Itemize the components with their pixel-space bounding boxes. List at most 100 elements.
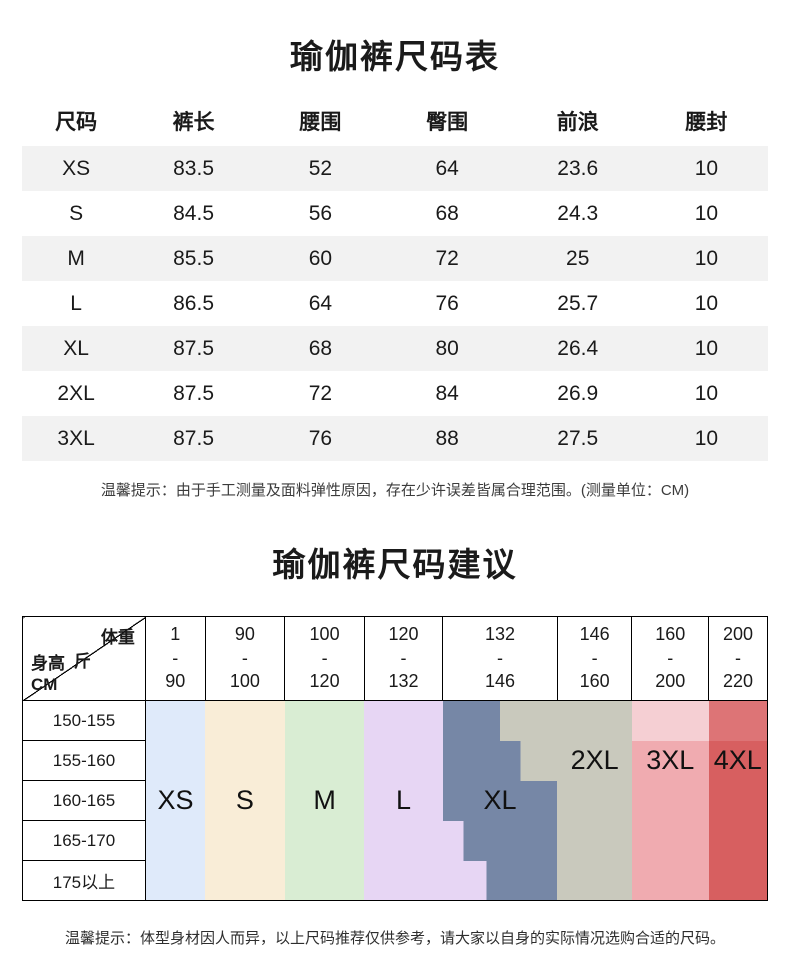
cell-length: 87.5 (173, 426, 214, 450)
cell-rise: 25 (566, 246, 590, 270)
zone-cell-s (205, 700, 285, 741)
weight-from: 160 (655, 624, 686, 645)
corner-height-unit-label: CM (31, 675, 58, 694)
zone-cell-l-xl-step (442, 860, 558, 901)
weight-range-header-5: 132 - 146 (442, 616, 558, 701)
zone-cell-2xl (557, 780, 632, 821)
zone-cell-m (284, 860, 365, 901)
cell-waist: 64 (308, 291, 333, 315)
zone-cell-l-xl-step (442, 820, 558, 861)
table-row-m: M 85.5 60 72 25 10 (22, 236, 768, 281)
range-separator: - (497, 647, 503, 668)
cell-size: 3XL (57, 426, 95, 450)
range-separator: - (667, 647, 674, 668)
weight-to: 90 (165, 671, 186, 692)
weight-from: 132 (484, 624, 516, 645)
cell-band: 10 (694, 336, 719, 360)
zone-cell-4xl (708, 780, 768, 821)
reco-row-175plus: 175以上 (22, 860, 768, 901)
weight-to: 200 (655, 671, 686, 692)
cell-waist: 76 (308, 426, 333, 450)
zone-cell-4xl (708, 820, 768, 861)
cell-size: M (67, 246, 85, 270)
zone-label-4xl: 4XL (708, 740, 768, 781)
weight-from: 1 (170, 624, 181, 645)
zone-cell-l (364, 860, 443, 901)
recommendation-tip: 温馨提示：体型身材因人而异，以上尺码推荐仅供参考，请大家以自身的实际情况选购合适… (64, 930, 725, 947)
zone-cell-s (205, 740, 285, 781)
size-table-header-row: 尺码 裤长 腰围 臀围 前浪 腰封 (22, 96, 768, 146)
cell-size: L (70, 291, 82, 315)
zone-cell-xs (145, 700, 206, 741)
reco-row-165-170: 165-170 (22, 820, 768, 861)
cell-size: XL (63, 336, 89, 360)
col-header-size: 尺码 (55, 111, 98, 134)
cell-hip: 68 (435, 201, 459, 225)
range-separator: - (735, 647, 742, 668)
cell-length: 87.5 (173, 336, 214, 360)
cell-hip: 64 (435, 156, 459, 180)
zone-label-m: M (284, 780, 365, 821)
cell-rise: 26.9 (557, 381, 599, 405)
size-table: 尺码 裤长 腰围 臀围 前浪 腰封 XS 83.5 52 64 23.6 10 … (22, 96, 768, 461)
zone-cell-2xl (557, 820, 632, 861)
weight-from: 200 (723, 624, 754, 645)
cell-waist: 60 (308, 246, 333, 270)
zone-label-3xl: 3XL (631, 740, 709, 781)
range-separator: - (172, 647, 179, 668)
cell-rise: 24.3 (557, 201, 599, 225)
height-range-label: 165-170 (22, 820, 146, 861)
zone-cell-l (364, 820, 443, 861)
reco-table-title: 瑜伽裤尺码建议 (272, 546, 518, 583)
weight-to: 132 (388, 671, 419, 692)
cell-band: 10 (694, 426, 719, 450)
table-row-2xl: 2XL 87.5 72 84 26.9 10 (22, 371, 768, 416)
weight-to: 220 (723, 671, 754, 692)
reco-row-155-160: 155-160 2XL 3XL 4XL (22, 740, 768, 781)
cell-length: 83.5 (173, 156, 214, 180)
weight-range-header-3: 100 - 120 (284, 616, 365, 701)
zone-cell-xs (145, 740, 206, 781)
measurement-tip: 温馨提示：由于手工测量及面料弹性原因，存在少许误差皆属合理范围。(测量单位：CM… (100, 482, 690, 499)
zone-cell-m (284, 820, 365, 861)
cell-rise: 27.5 (557, 426, 599, 450)
zone-cell-3xl (631, 700, 709, 741)
zone-cell-2xl (557, 860, 632, 901)
height-range-label: 175以上 (22, 860, 146, 901)
cell-band: 10 (694, 201, 719, 225)
cell-band: 10 (694, 381, 719, 405)
cell-rise: 23.6 (557, 156, 599, 180)
zone-cell-3xl (631, 780, 709, 821)
zone-cell-3xl (631, 820, 709, 861)
range-separator: - (400, 647, 407, 668)
zone-cell-xs (145, 860, 206, 901)
weight-from: 120 (388, 624, 419, 645)
height-range-label: 160-165 (22, 780, 146, 821)
corner-weight-label: 体重 (100, 628, 135, 647)
weight-from: 100 (309, 624, 340, 645)
table-row-s: S 84.5 56 68 24.3 10 (22, 191, 768, 236)
cell-length: 85.5 (173, 246, 214, 270)
weight-to: 100 (229, 671, 260, 692)
cell-band: 10 (694, 291, 719, 315)
table-row-xl: XL 87.5 68 80 26.4 10 (22, 326, 768, 371)
cell-length: 87.5 (173, 381, 214, 405)
weight-range-header-4: 120 - 132 (363, 616, 444, 701)
table-row-3xl: 3XL 87.5 76 88 27.5 10 (22, 416, 768, 461)
cell-band: 10 (694, 156, 719, 180)
corner-diagonal-cell: 体重 斤 身高 CM (22, 616, 146, 701)
zone-cell-m (284, 740, 365, 781)
cell-hip: 88 (435, 426, 459, 450)
zone-label-l: L (364, 780, 443, 821)
zone-cell-xl-2xl-step (442, 740, 558, 781)
size-recommendation-table: 体重 斤 身高 CM 1 - 90 90 - 100 100 - (22, 616, 768, 901)
cell-length: 84.5 (173, 201, 214, 225)
zone-cell-l (364, 740, 443, 781)
cell-size: XS (62, 156, 91, 180)
cell-hip: 84 (435, 381, 459, 405)
zone-label-xl: XL (442, 780, 558, 821)
weight-to: 120 (309, 671, 340, 692)
corner-weight-unit-label: 斤 (73, 652, 91, 671)
cell-length: 86.5 (173, 291, 214, 315)
range-separator: - (241, 647, 248, 668)
